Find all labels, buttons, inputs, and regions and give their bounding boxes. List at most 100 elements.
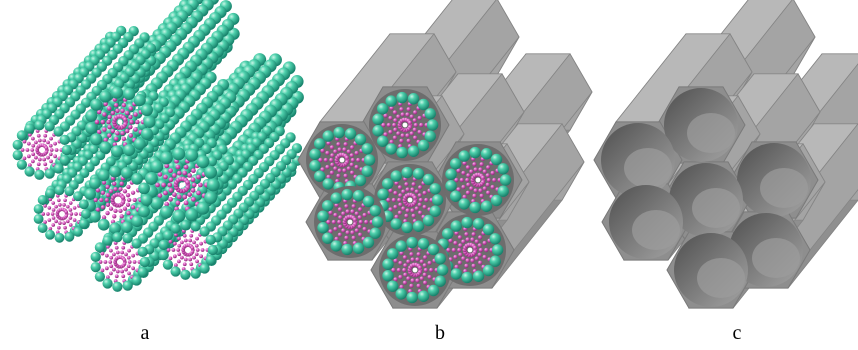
shell-bead (137, 246, 148, 258)
shell-bead (16, 130, 28, 141)
core-bead (392, 135, 397, 140)
core-bead (412, 195, 417, 200)
core-bead (22, 156, 27, 161)
shell-bead (159, 151, 173, 165)
core-bead (112, 181, 117, 186)
core-bead (182, 170, 188, 176)
core-bead (482, 240, 487, 246)
shell-bead (206, 178, 220, 192)
core-bead (473, 188, 478, 193)
core-bead (182, 233, 187, 238)
core-bead (130, 190, 136, 195)
core-bead (164, 163, 170, 169)
core-bead (490, 184, 495, 190)
shell-bead (429, 205, 441, 217)
core-bead (398, 202, 403, 207)
core-bead (172, 254, 177, 259)
core-bead (330, 153, 335, 158)
panel-label-a: a (140, 322, 150, 344)
core-bead (409, 114, 414, 119)
shell-bead (321, 200, 334, 212)
core-bead (114, 274, 119, 279)
shell-bead (140, 103, 153, 117)
core-bead (106, 119, 111, 125)
core-bead (456, 168, 461, 173)
shell-bead (34, 169, 45, 180)
micelle-center (475, 177, 481, 183)
core-bead (320, 167, 325, 172)
core-bead (397, 197, 402, 203)
core-bead (182, 262, 187, 267)
core-bead (121, 245, 126, 250)
shell-bead (371, 216, 384, 228)
shell-bead (449, 190, 462, 202)
core-bead (44, 146, 49, 150)
shell-bead (369, 227, 381, 239)
core-bead (406, 259, 411, 264)
core-bead (100, 268, 105, 273)
core-bead (406, 107, 411, 112)
shell-bead (469, 201, 481, 214)
shell-bead (396, 146, 408, 159)
core-bead (458, 252, 463, 257)
core-bead (31, 143, 36, 148)
micelle-center (339, 157, 345, 163)
shell-bead (412, 168, 425, 180)
core-bead (69, 212, 74, 216)
core-bead (394, 181, 399, 186)
core-bead (337, 147, 342, 152)
core-bead (180, 240, 184, 245)
core-bead (417, 129, 422, 135)
core-bead (105, 184, 110, 190)
core-bead (121, 136, 127, 142)
core-bead (400, 133, 405, 138)
core-bead (108, 206, 114, 211)
core-bead (54, 219, 58, 224)
shell-bead (170, 223, 181, 234)
core-bead (112, 267, 116, 272)
core-bead (354, 228, 359, 233)
core-bead (423, 267, 428, 273)
core-bead (354, 211, 359, 216)
core-bead (47, 218, 52, 222)
core-bead (26, 154, 31, 159)
shell-bead (64, 186, 75, 197)
core-bead (48, 143, 53, 148)
core-bead (350, 157, 355, 163)
core-bead (199, 254, 204, 259)
panel-b-templated-matrix (297, 0, 593, 309)
core-bead (182, 194, 188, 200)
core-bead (43, 162, 48, 167)
core-bead (26, 141, 31, 146)
core-bead (63, 225, 67, 230)
core-bead (175, 164, 181, 170)
core-bead (453, 254, 458, 260)
core-bead (194, 252, 199, 257)
core-bead (333, 212, 338, 218)
micelle-center (117, 259, 123, 265)
core-bead (189, 233, 194, 238)
shell-bead (94, 271, 106, 282)
core-bead (422, 272, 427, 277)
shell-bead (80, 209, 91, 219)
shell-bead (99, 90, 112, 103)
pore-inner-wall (752, 238, 800, 278)
shell-bead (34, 120, 45, 131)
shell-bead (180, 269, 191, 280)
core-bead (424, 197, 429, 203)
core-bead (405, 208, 410, 213)
core-bead (466, 182, 471, 187)
core-bead (423, 280, 428, 285)
core-bead (404, 213, 409, 218)
core-bead (124, 110, 130, 116)
core-bead (346, 166, 351, 171)
shell-bead (385, 95, 397, 107)
core-bead (176, 194, 182, 200)
shell-bead (122, 280, 133, 291)
core-bead (403, 263, 408, 268)
core-bead (418, 210, 423, 215)
shell-bead (341, 243, 353, 256)
core-bead (417, 265, 422, 270)
core-bead (48, 226, 53, 231)
micelle-center (407, 197, 413, 203)
